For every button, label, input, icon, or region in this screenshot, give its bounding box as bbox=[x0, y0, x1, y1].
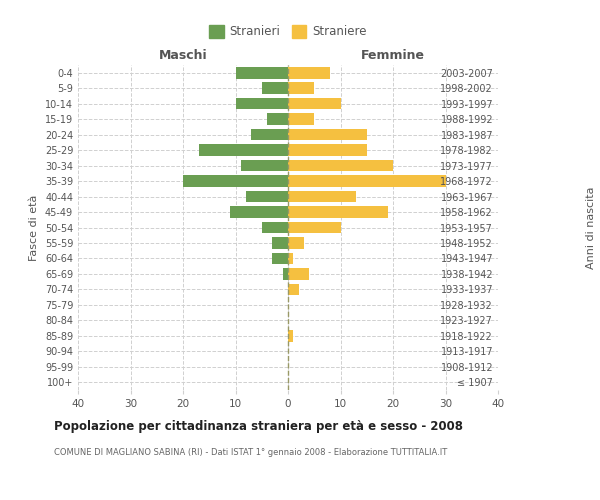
Bar bbox=[230, 206, 288, 218]
Bar bbox=[288, 160, 393, 172]
Bar bbox=[288, 222, 341, 234]
Bar bbox=[262, 222, 288, 234]
Bar bbox=[272, 252, 288, 264]
Bar bbox=[288, 144, 367, 156]
Bar bbox=[267, 114, 288, 125]
Bar bbox=[288, 190, 356, 202]
Bar bbox=[235, 67, 288, 78]
Bar bbox=[288, 129, 367, 140]
Bar bbox=[288, 330, 293, 342]
Bar bbox=[288, 268, 309, 280]
Bar bbox=[288, 284, 299, 295]
Bar bbox=[272, 237, 288, 249]
Text: Femmine: Femmine bbox=[361, 49, 425, 62]
Bar bbox=[283, 268, 288, 280]
Bar bbox=[241, 160, 288, 172]
Bar bbox=[288, 206, 388, 218]
Bar bbox=[246, 190, 288, 202]
Bar bbox=[183, 176, 288, 187]
Text: Anni di nascita: Anni di nascita bbox=[586, 186, 596, 269]
Bar bbox=[251, 129, 288, 140]
Bar bbox=[288, 67, 330, 78]
Bar bbox=[288, 237, 304, 249]
Text: Popolazione per cittadinanza straniera per età e sesso - 2008: Popolazione per cittadinanza straniera p… bbox=[54, 420, 463, 433]
Bar bbox=[262, 82, 288, 94]
Bar bbox=[288, 82, 314, 94]
Bar bbox=[235, 98, 288, 110]
Bar bbox=[288, 98, 341, 110]
Y-axis label: Fasce di età: Fasce di età bbox=[29, 194, 39, 260]
Bar bbox=[288, 114, 314, 125]
Legend: Stranieri, Straniere: Stranieri, Straniere bbox=[209, 26, 367, 38]
Text: COMUNE DI MAGLIANO SABINA (RI) - Dati ISTAT 1° gennaio 2008 - Elaborazione TUTTI: COMUNE DI MAGLIANO SABINA (RI) - Dati IS… bbox=[54, 448, 447, 457]
Text: Maschi: Maschi bbox=[158, 49, 208, 62]
Bar bbox=[199, 144, 288, 156]
Bar bbox=[288, 176, 445, 187]
Bar bbox=[288, 252, 293, 264]
